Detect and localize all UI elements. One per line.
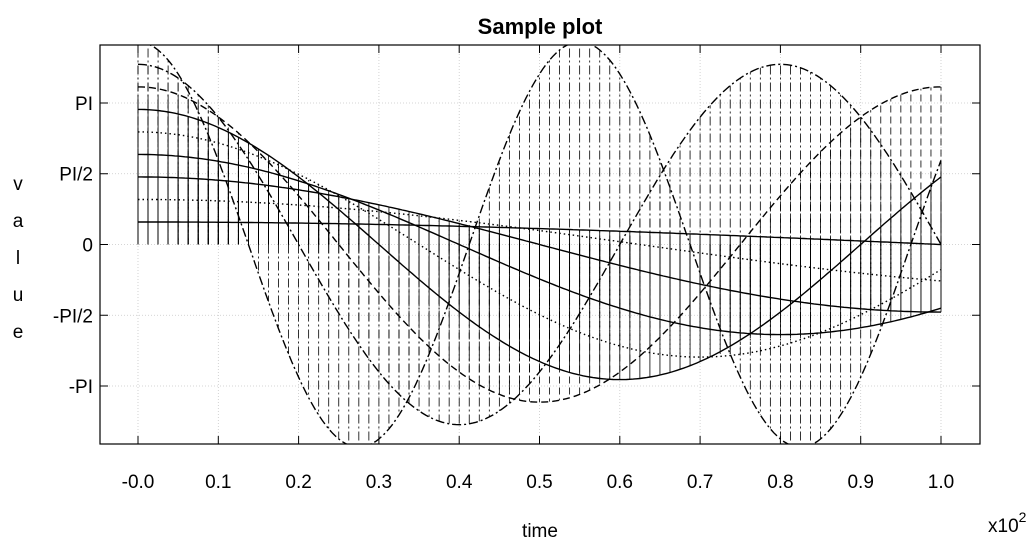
x-tick-label: -0.0 (122, 472, 155, 493)
chart-title: Sample plot (478, 14, 603, 39)
x-tick-label: 0.1 (205, 472, 231, 493)
x-tick-label: 0.5 (526, 472, 552, 493)
x-multiplier-exponent: 2 (1019, 509, 1027, 525)
y-tick-label: PI (75, 94, 93, 115)
series-9 (137, 45, 942, 444)
x-tick-label: 0.7 (687, 472, 713, 493)
x-multiplier-base: x10 (988, 516, 1019, 537)
series-layer (137, 45, 942, 444)
y-tick-label: -PI (69, 377, 93, 398)
x-axis-label: time (522, 521, 558, 542)
x-tick-label: 0.4 (446, 472, 473, 493)
y-tick-label: -PI/2 (53, 306, 93, 327)
series-line (138, 86, 941, 403)
x-tick-label: 0.6 (607, 472, 633, 493)
x-multiplier-label: x102 (988, 509, 1027, 537)
x-tick-label: 0.2 (285, 472, 311, 493)
series-line (148, 45, 942, 444)
y-axis-label-letter: u (13, 285, 24, 306)
y-axis-label-letter: e (13, 322, 24, 343)
y-axis-label-letter: a (13, 211, 24, 232)
y-axis-label-letter: v (13, 174, 23, 195)
x-tick-label: 0.3 (366, 472, 392, 493)
y-tick-label: 0 (82, 236, 93, 257)
x-tick-label: 0.8 (767, 472, 793, 493)
axis-ticks: -0.0 0.1 0.2 0.3 0.4 0.5 0.6 0.7 0.8 0.9 1.0 PI PI/2… (53, 45, 980, 493)
y-tick-label: PI/2 (59, 165, 93, 186)
x-tick-label: 1.0 (928, 472, 954, 493)
y-axis-label-letter: l (16, 248, 20, 269)
x-tick-label: 0.9 (847, 472, 873, 493)
series-line (137, 63, 942, 426)
